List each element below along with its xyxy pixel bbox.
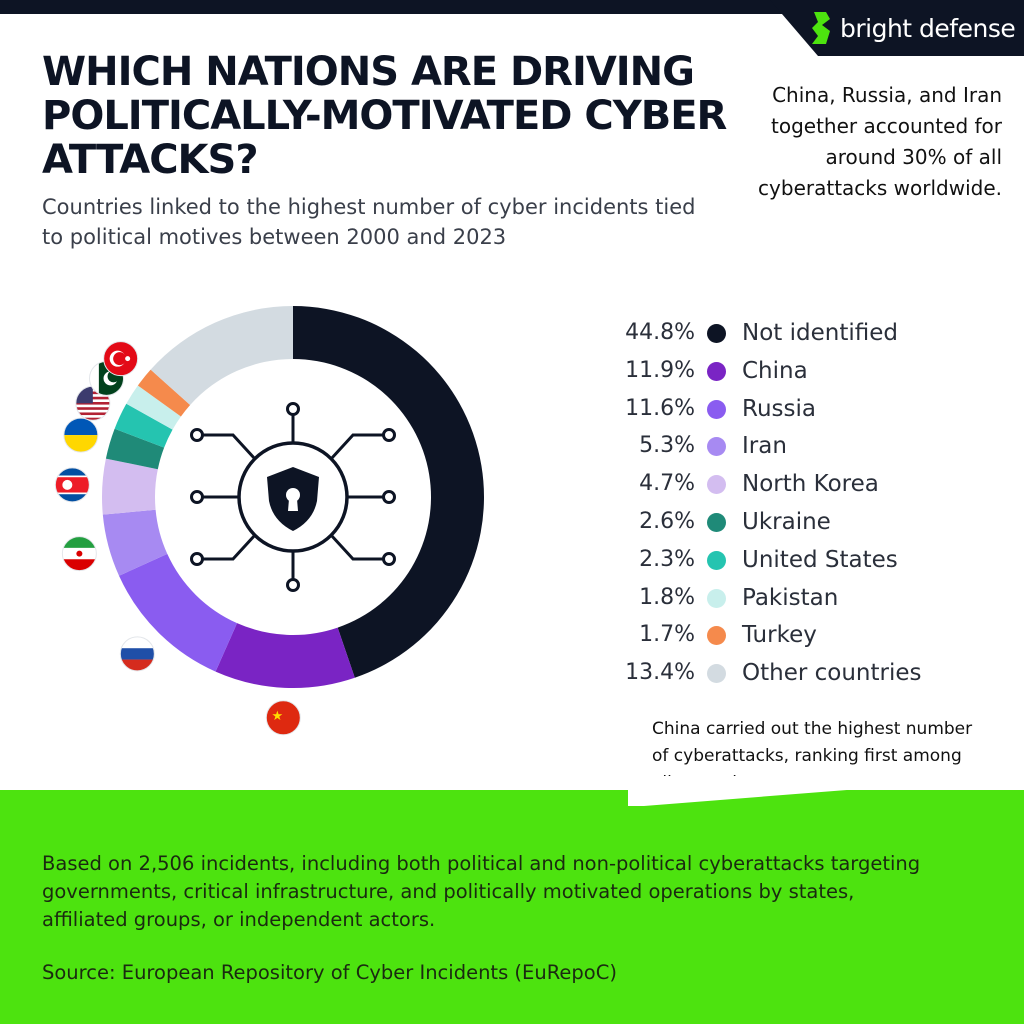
footer-source: Source: European Repository of Cyber Inc… — [42, 961, 617, 984]
legend-swatch — [707, 626, 726, 646]
legend-value: 1.7% — [639, 622, 695, 648]
legend-value: 13.4% — [625, 660, 695, 686]
legend-label: China — [742, 357, 808, 384]
legend-value: 11.6% — [625, 395, 695, 421]
legend-label: Ukraine — [742, 508, 831, 535]
slice-china — [215, 623, 355, 688]
slice-russia — [119, 553, 238, 672]
legend-swatch — [707, 550, 726, 570]
slice-ukraine — [105, 428, 165, 470]
legend-value: 5.3% — [639, 433, 695, 459]
legend-item-north-korea: 4.7% North Korea — [598, 465, 1018, 503]
legend-label: Russia — [742, 395, 816, 422]
donut-slices — [101, 306, 485, 688]
slice-united-states — [114, 403, 173, 448]
legend-item-turkey: 1.7% Turkey — [598, 616, 1018, 654]
subtitle: Countries linked to the highest number o… — [42, 195, 696, 249]
footer-text: Based on 2,506 incidents, including both… — [42, 852, 921, 931]
legend-item-not-identified: 44.8% Not identified — [598, 314, 1018, 352]
legend-swatch — [707, 324, 726, 343]
legend-value: 2.3% — [639, 546, 695, 572]
flag-ukraine-icon — [63, 418, 98, 453]
shield-keyhole-circuit-icon — [190, 402, 396, 592]
slice-pakistan — [126, 385, 181, 430]
legend-item-ukraine: 2.6% Ukraine — [598, 503, 1018, 541]
legend-value: 11.9% — [625, 357, 695, 383]
slice-not-identified — [293, 306, 485, 678]
legend-label: United States — [742, 546, 898, 573]
donut-chart: ★ — [54, 306, 485, 736]
legend-swatch — [707, 361, 726, 381]
legend-label: Not identified — [742, 320, 898, 346]
flag-turkey-icon — [103, 341, 138, 376]
legend-label: Other countries — [742, 660, 922, 687]
legend-item-pakistan: 1.8% Pakistan — [598, 579, 1018, 617]
top-bar — [0, 0, 1024, 14]
slice-other-countries — [150, 306, 293, 406]
legend-label: Pakistan — [742, 584, 839, 611]
brand-name: bright defense — [840, 14, 1016, 43]
slice-turkey — [137, 369, 191, 417]
legend-item-iran: 5.3% Iran — [598, 427, 1018, 465]
note-top: China, Russia, and Iran together account… — [758, 83, 1002, 200]
flag-north-korea-icon — [55, 467, 90, 502]
legend-value: 2.6% — [639, 508, 695, 534]
legend-value: 1.8% — [639, 584, 695, 610]
legend-label: North Korea — [742, 471, 879, 498]
footer-panel — [0, 790, 1024, 1024]
legend-item-russia: 11.6% Russia — [598, 390, 1018, 428]
legend-item-other-countries: 13.4% Other countries — [598, 654, 1018, 692]
legend-value: 4.7% — [639, 471, 695, 497]
legend-swatch — [707, 475, 726, 495]
legend: 44.8% Not identified 11.9% China 11.6% Russia… — [598, 314, 1018, 692]
legend-label: Iran — [742, 433, 787, 460]
legend-swatch — [707, 664, 726, 684]
legend-swatch — [707, 588, 726, 608]
page-title: WHICH NATIONS ARE DRIVING POLITICALLY-MO… — [42, 49, 727, 183]
legend-swatch — [707, 399, 726, 419]
legend-value: 44.8% — [625, 320, 695, 345]
slice-iran — [102, 509, 168, 576]
legend-item-china: 11.9% China — [598, 352, 1018, 390]
brand-logo-icon — [812, 12, 830, 44]
legend-swatch — [707, 437, 726, 457]
flag-iran-icon — [62, 536, 97, 571]
svg-text:★: ★ — [271, 709, 283, 724]
flag-russia-icon — [120, 636, 155, 671]
slice-north-korea — [101, 458, 158, 515]
legend-label: Turkey — [742, 622, 817, 649]
legend-swatch — [707, 512, 726, 532]
legend-item-united-states: 2.3% United States — [598, 541, 1018, 579]
flag-china-icon: ★ — [266, 700, 301, 735]
